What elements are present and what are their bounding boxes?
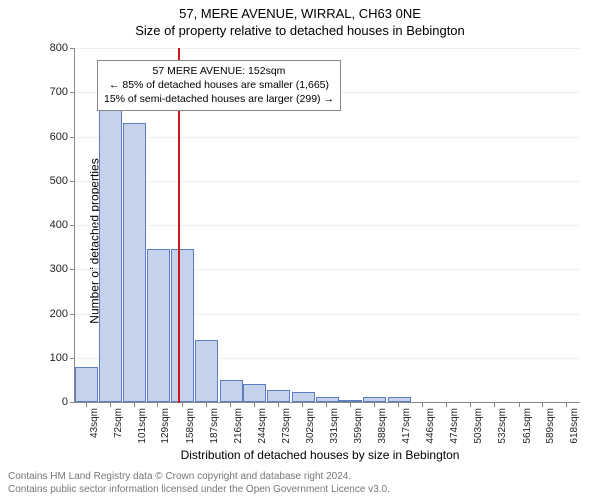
ytick-mark xyxy=(70,181,75,182)
ytick-mark xyxy=(70,358,75,359)
xtick-label: 561sqm xyxy=(522,408,533,458)
xtick-mark xyxy=(182,402,183,407)
histogram-bar xyxy=(388,397,411,402)
xtick-label: 101sqm xyxy=(137,408,148,458)
ytick-label: 0 xyxy=(28,396,68,408)
xtick-label: 43sqm xyxy=(89,408,100,458)
xtick-label: 359sqm xyxy=(353,408,364,458)
xtick-mark xyxy=(519,402,520,407)
callout-line: 57 MERE AVENUE: 152sqm xyxy=(104,64,334,78)
xtick-label: 503sqm xyxy=(473,408,484,458)
xtick-mark xyxy=(278,402,279,407)
callout-box: 57 MERE AVENUE: 152sqm← 85% of detached … xyxy=(97,60,341,111)
ytick-label: 600 xyxy=(28,131,68,143)
xtick-mark xyxy=(157,402,158,407)
xtick-mark xyxy=(446,402,447,407)
histogram-bar xyxy=(147,249,170,402)
xtick-label: 216sqm xyxy=(233,408,244,458)
ytick-mark xyxy=(70,314,75,315)
callout-line: ← 85% of detached houses are smaller (1,… xyxy=(104,78,334,92)
gridline xyxy=(75,225,580,226)
histogram-bar xyxy=(220,380,243,402)
xtick-label: 158sqm xyxy=(185,408,196,458)
ytick-mark xyxy=(70,402,75,403)
xtick-mark xyxy=(326,402,327,407)
ytick-label: 200 xyxy=(28,308,68,320)
histogram-bar xyxy=(195,340,218,402)
xtick-label: 417sqm xyxy=(401,408,412,458)
footer-line: Contains HM Land Registry data © Crown c… xyxy=(8,471,390,484)
ytick-label: 300 xyxy=(28,263,68,275)
xtick-label: 72sqm xyxy=(113,408,124,458)
ytick-label: 700 xyxy=(28,86,68,98)
chart-subtitle: Size of property relative to detached ho… xyxy=(0,21,600,38)
ytick-mark xyxy=(70,137,75,138)
xtick-mark xyxy=(302,402,303,407)
xtick-label: 187sqm xyxy=(209,408,220,458)
ytick-mark xyxy=(70,225,75,226)
histogram-bar xyxy=(339,400,362,402)
xtick-mark xyxy=(350,402,351,407)
xtick-mark xyxy=(374,402,375,407)
xtick-mark xyxy=(86,402,87,407)
ytick-mark xyxy=(70,48,75,49)
histogram-bar xyxy=(75,367,98,402)
plot-region: 57 MERE AVENUE: 152sqm← 85% of detached … xyxy=(74,48,580,403)
gridline xyxy=(75,137,580,138)
ytick-label: 400 xyxy=(28,219,68,231)
xtick-label: 273sqm xyxy=(281,408,292,458)
histogram-bar xyxy=(292,392,315,402)
xtick-label: 129sqm xyxy=(160,408,171,458)
xtick-mark xyxy=(134,402,135,407)
chart-container: 57, MERE AVENUE, WIRRAL, CH63 0NE Size o… xyxy=(0,0,600,500)
xtick-label: 589sqm xyxy=(545,408,556,458)
xtick-mark xyxy=(566,402,567,407)
xtick-mark xyxy=(422,402,423,407)
ytick-mark xyxy=(70,269,75,270)
ytick-label: 800 xyxy=(28,42,68,54)
footer-line: Contains public sector information licen… xyxy=(8,484,390,497)
xtick-label: 388sqm xyxy=(377,408,388,458)
xtick-mark xyxy=(494,402,495,407)
histogram-bar xyxy=(99,108,122,402)
gridline xyxy=(75,48,580,49)
xtick-mark xyxy=(398,402,399,407)
chart-area: Number of detached properties 57 MERE AV… xyxy=(60,48,580,433)
xtick-mark xyxy=(230,402,231,407)
callout-line: 15% of semi-detached houses are larger (… xyxy=(104,92,334,106)
gridline xyxy=(75,181,580,182)
histogram-bar xyxy=(171,249,194,402)
ytick-label: 500 xyxy=(28,175,68,187)
page-title: 57, MERE AVENUE, WIRRAL, CH63 0NE xyxy=(0,0,600,21)
xtick-label: 446sqm xyxy=(425,408,436,458)
xtick-mark xyxy=(542,402,543,407)
histogram-bar xyxy=(316,397,339,402)
ytick-mark xyxy=(70,92,75,93)
xtick-label: 331sqm xyxy=(329,408,340,458)
xtick-mark xyxy=(470,402,471,407)
histogram-bar xyxy=(243,384,266,402)
xtick-mark xyxy=(254,402,255,407)
xtick-label: 302sqm xyxy=(305,408,316,458)
xtick-mark xyxy=(206,402,207,407)
xtick-label: 618sqm xyxy=(569,408,580,458)
xtick-label: 474sqm xyxy=(449,408,460,458)
histogram-bar xyxy=(363,397,386,402)
attribution-footer: Contains HM Land Registry data © Crown c… xyxy=(8,471,390,496)
xtick-mark xyxy=(110,402,111,407)
histogram-bar xyxy=(123,123,146,402)
xtick-label: 532sqm xyxy=(497,408,508,458)
xtick-label: 244sqm xyxy=(257,408,268,458)
ytick-label: 100 xyxy=(28,352,68,364)
histogram-bar xyxy=(267,390,290,402)
